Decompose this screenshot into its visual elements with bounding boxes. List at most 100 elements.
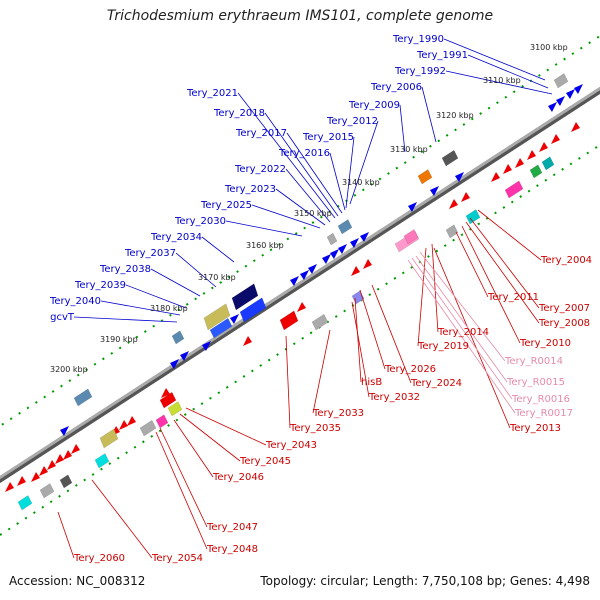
forward-gene-arrow [338,244,347,254]
kbp-label: 3100 kbp [530,43,568,52]
reverse-gene-arrow [351,266,360,276]
gene-block-gray [39,483,55,499]
label-leader-line [431,243,439,333]
gene-label: Tery_2010 [519,338,571,349]
label-leader-line [465,221,540,324]
reverse-gene-arrow [461,192,470,202]
reverse-gene-arrow [491,172,500,182]
label-leader-line [286,132,343,214]
gene-label: Tery_2021 [186,88,238,99]
reverse-gene-arrow [449,199,458,209]
label-leader-line [359,289,386,370]
label-leader-line [125,284,187,309]
gene-label: Tery_2033 [312,408,364,419]
gene-label: Tery_2013 [509,423,561,434]
gene-label: Tery_2014 [437,327,489,338]
forward-gene-arrow [202,341,211,351]
label-leader-line [285,168,331,223]
gene-label: Tery_2026 [384,364,436,375]
gene-label: Tery_2025 [200,200,252,211]
gene-block-steel [337,219,353,235]
reverse-gene-arrow [127,416,136,426]
forward-gene-arrow [330,249,339,259]
label-leader-line [443,38,546,81]
gene-label: Tery_2047 [206,522,258,533]
label-leader-line [175,252,217,288]
forward-gene-arrow [322,254,331,264]
label-leader-line [57,511,75,559]
label-leader-line [445,70,553,95]
gene-block-blue [209,317,233,339]
kbp-label: 3140 kbp [342,178,380,187]
gene-label: Tery_2009 [348,100,400,111]
reverse-gene-arrow [571,122,580,132]
label-leader-line [419,251,506,362]
label-leader-line [399,104,406,153]
gene-block-olive [99,428,119,449]
gene-label: Tery_2046 [212,472,264,483]
map-title: Trichodesmium erythraeum IMS101, complet… [106,8,494,24]
label-leader-line [349,120,379,205]
forward-gene-arrow [60,426,69,436]
reverse-gene-arrow [71,444,80,454]
kbp-label: 3190 kbp [100,335,138,344]
kbp-label: 3180 kbp [150,304,188,313]
gene-block-gray [445,224,459,239]
gene-block-cyan [17,495,33,511]
kbp-label: 3120 kbp [436,111,474,120]
gene-block-olive [203,303,231,331]
gene-label: hisB [361,377,382,388]
forward-gene-arrow [230,314,239,324]
forward-gene-arrow [430,186,439,196]
reverse-gene-arrow [503,164,512,174]
label-leader-line [312,329,331,414]
forward-gene-arrow [566,89,575,99]
gene-label: Tery_2060 [73,553,125,564]
gene-label: Tery_2022 [234,164,286,175]
label-leader-line [354,297,362,383]
gene-label: Tery_2032 [368,392,420,403]
label-leader-line [415,255,508,383]
label-leader-line [407,259,516,414]
gene-label: Tery_2034 [150,232,202,243]
kbp-label: 3160 kbp [246,241,284,250]
gene-block-steel [171,330,185,345]
gene-block-gray [139,419,157,437]
forward-gene-arrow [290,276,299,286]
reverse-gene-arrow [17,476,26,486]
label-leader-line [73,316,178,323]
reverse-gene-arrow [31,472,40,482]
gene-block-magenta [155,414,169,429]
reverse-gene-arrow [5,482,14,492]
gene-block-steel [73,388,93,407]
label-leader-line [251,204,321,229]
label-leader-line [345,136,355,209]
label-leader-line [351,301,370,398]
label-leader-line [477,209,542,261]
forward-gene-arrow [300,270,309,280]
gene-label: Tery_2017 [235,128,287,139]
label-leader-line [100,300,181,316]
label-leader-line [91,479,153,559]
label-leader-line [411,257,513,400]
forward-gene-arrow [556,96,565,106]
gene-features [5,73,583,511]
gene-block-cyan [541,156,555,171]
forward-gene-arrow [350,238,359,248]
forward-gene-arrow [180,351,189,361]
gene-block-blue [239,297,267,323]
genome-stats-text: Topology: circular; Length: 7,750,108 bp… [260,574,590,588]
gene-label: Tery_2048 [206,544,258,555]
gene-label: Tery_2039 [74,280,126,291]
forward-gene-arrow [574,84,583,94]
kbp-label: 3170 kbp [198,273,236,282]
gene-block-navy [231,283,259,311]
label-leader-line [461,225,521,344]
gene-label: Tery_2004 [540,255,592,266]
gene-block-cyan [465,209,481,225]
gene-label: Tery_2037 [124,248,176,259]
label-leader-line [417,247,427,347]
kbp-label: 3200 kbp [50,365,88,374]
reverse-gene-arrow [161,388,170,398]
